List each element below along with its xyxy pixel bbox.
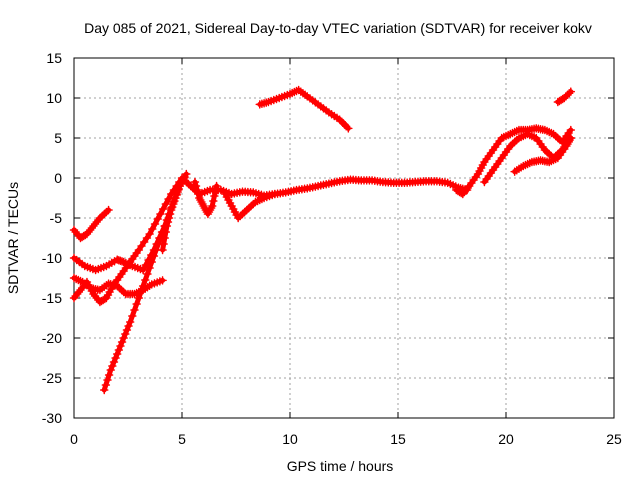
data-point xyxy=(121,329,130,339)
data-point xyxy=(209,196,218,206)
data-point xyxy=(566,87,576,96)
data-point xyxy=(164,194,173,204)
data-point xyxy=(566,133,576,143)
data-point xyxy=(114,345,124,355)
data-point xyxy=(158,245,167,255)
data-point xyxy=(163,217,173,227)
data-point xyxy=(162,221,172,231)
x-tick-label: 25 xyxy=(606,431,622,447)
data-point xyxy=(161,199,171,209)
series-arc11 xyxy=(510,133,576,176)
data-point xyxy=(109,357,119,367)
x-tick-label: 0 xyxy=(70,431,78,447)
data-point xyxy=(566,125,576,135)
data-point xyxy=(153,214,162,224)
series-arc12 xyxy=(255,85,353,133)
data-point xyxy=(344,124,353,133)
series-arc8 xyxy=(220,189,280,223)
data-point xyxy=(193,189,203,199)
data-point xyxy=(106,365,115,375)
y-tick-label: -25 xyxy=(42,370,62,386)
y-tick-label: 5 xyxy=(54,130,62,146)
data-point xyxy=(128,311,137,321)
data-point xyxy=(134,293,144,303)
x-tick-label: 15 xyxy=(390,431,406,447)
chart-title: Day 085 of 2021, Sidereal Day-to-day VTE… xyxy=(84,20,592,36)
data-point xyxy=(99,385,109,395)
data-point xyxy=(108,361,117,371)
y-tick-label: -30 xyxy=(42,410,62,426)
data-point xyxy=(111,353,120,363)
y-tick-label: 10 xyxy=(46,90,62,106)
data-point xyxy=(150,219,160,229)
data-point xyxy=(148,224,157,234)
data-point xyxy=(116,341,125,351)
data-point xyxy=(158,276,167,285)
series-arc13 xyxy=(553,87,576,107)
data-point xyxy=(147,257,157,267)
data-point xyxy=(143,269,152,279)
data-point xyxy=(141,275,150,285)
data-point xyxy=(101,380,111,390)
x-tick-label: 10 xyxy=(282,431,298,447)
data-point xyxy=(161,227,171,237)
data-point xyxy=(179,173,189,183)
series-arc2 xyxy=(69,221,169,275)
data-point xyxy=(103,375,112,385)
data-point xyxy=(122,325,132,335)
data-point xyxy=(138,281,148,291)
data-point xyxy=(112,349,122,359)
data-point xyxy=(136,287,146,297)
data-point xyxy=(207,201,217,211)
data-point xyxy=(160,233,169,243)
data-series xyxy=(69,85,576,395)
data-point xyxy=(145,263,154,273)
data-point xyxy=(104,370,114,380)
data-point xyxy=(138,265,148,275)
data-point xyxy=(158,204,168,214)
series-arc7 xyxy=(190,177,221,219)
data-point xyxy=(132,299,141,309)
data-point xyxy=(270,189,280,199)
data-point xyxy=(191,181,201,191)
data-point xyxy=(210,191,219,201)
data-point xyxy=(130,305,139,315)
x-axis-label: GPS time / hours xyxy=(287,458,394,474)
data-point xyxy=(164,213,174,223)
data-point xyxy=(145,229,154,239)
y-axis-label: SDTVAR / TECUs xyxy=(5,182,21,294)
series-arc9 xyxy=(452,124,576,199)
data-point xyxy=(125,317,135,327)
data-point xyxy=(117,337,127,347)
y-tick-label: -20 xyxy=(42,330,62,346)
data-point xyxy=(104,205,113,215)
data-point xyxy=(119,333,128,343)
data-point xyxy=(149,251,159,261)
y-tick-label: -5 xyxy=(50,210,63,226)
data-point xyxy=(165,209,175,219)
data-point xyxy=(159,239,168,249)
data-point xyxy=(156,209,165,219)
y-tick-label: 15 xyxy=(46,50,62,66)
grid xyxy=(74,58,614,418)
x-tick-label: 5 xyxy=(178,431,186,447)
x-tick-label: 20 xyxy=(498,431,514,447)
y-tick-label: -15 xyxy=(42,290,62,306)
y-tick-label: 0 xyxy=(54,170,62,186)
data-point xyxy=(211,186,220,196)
data-point xyxy=(192,185,202,195)
data-point xyxy=(212,181,221,191)
data-point xyxy=(124,321,133,331)
series-arc6 xyxy=(158,173,189,255)
data-point xyxy=(190,177,200,187)
y-tick-label: -10 xyxy=(42,250,62,266)
axis-ticks: 0 5 10 15 20 25 15 10 5 0 -5 -10 -15 -20 -25 -30 xyxy=(42,50,622,447)
series-arc1 xyxy=(69,205,113,243)
plot-frame xyxy=(73,57,615,419)
